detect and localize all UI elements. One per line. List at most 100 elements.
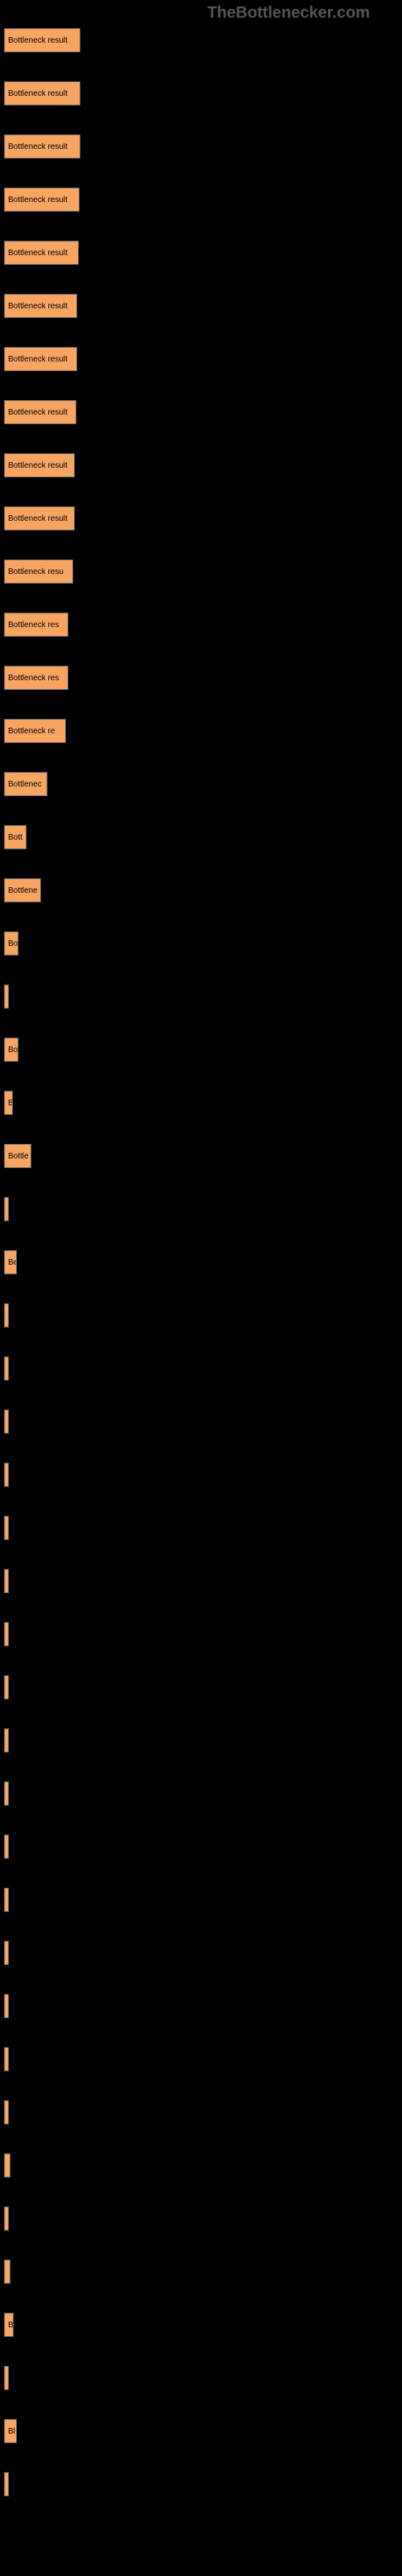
bar-row: Bo — [4, 1038, 402, 1062]
bar — [4, 1197, 9, 1221]
bar-row — [4, 1888, 402, 1912]
bar-label: B — [8, 1099, 13, 1108]
bar: Be — [4, 1250, 17, 1274]
bar-row: Bottleneck re — [4, 719, 402, 743]
bar-label: Bottleneck res — [8, 621, 59, 630]
bar — [4, 1675, 9, 1699]
bar: Bottleneck result — [4, 294, 77, 318]
bar — [4, 1728, 9, 1752]
bar — [4, 1569, 9, 1593]
bar-row: B — [4, 2313, 402, 2337]
bar: Bottleneck result — [4, 188, 80, 212]
bar-row: Bottleneck res — [4, 666, 402, 690]
bar-row — [4, 2472, 402, 2496]
bar: Bottleneck res — [4, 666, 68, 690]
bar-label: Bo — [8, 939, 18, 948]
bar-label: Bottle — [8, 1152, 29, 1161]
bar-row — [4, 1569, 402, 1593]
bar: Bottleneck result — [4, 400, 76, 424]
bar-row — [4, 2153, 402, 2178]
bar-row — [4, 1994, 402, 2018]
bar: Bo — [4, 1038, 18, 1062]
bar-row — [4, 1675, 402, 1699]
bar-row: B — [4, 1091, 402, 1115]
bar-row — [4, 1303, 402, 1327]
bar-row: Bottleneck result — [4, 506, 402, 530]
watermark: TheBottlenecker.com — [207, 4, 370, 23]
bar-row — [4, 1835, 402, 1859]
bar-row: Bottleneck result — [4, 28, 402, 52]
bar: Bl — [4, 2419, 17, 2443]
bar — [4, 985, 9, 1009]
bar-row — [4, 1463, 402, 1487]
bar-chart: Bottleneck result Bottleneck result Bottle… — [0, 0, 402, 2496]
bar — [4, 2207, 9, 2231]
bar-label: Bl — [8, 2427, 15, 2436]
bar-row: Be — [4, 1250, 402, 1274]
bar-row — [4, 2100, 402, 2124]
bar — [4, 1781, 9, 1806]
bar-row — [4, 2207, 402, 2231]
bar-row — [4, 1622, 402, 1646]
bar-row — [4, 1410, 402, 1434]
bar: Bottleneck res — [4, 613, 68, 637]
bar — [4, 1410, 9, 1434]
bar-label: Bottleneck result — [8, 196, 68, 204]
bar: Bottlenec — [4, 772, 47, 796]
bar — [4, 1941, 9, 1965]
bar: Bottleneck re — [4, 719, 66, 743]
bar-row — [4, 2260, 402, 2284]
bar-label: Bottleneck resu — [8, 568, 64, 576]
bar: Bottleneck result — [4, 506, 75, 530]
bar-label: Bo — [8, 1046, 18, 1055]
bar: B — [4, 1091, 13, 1115]
bar-row: Bottleneck resu — [4, 559, 402, 584]
bar-row: Bo — [4, 931, 402, 956]
bar: Bott — [4, 825, 27, 849]
bar-label: Bottlenec — [8, 780, 42, 789]
bar: Bottle — [4, 1144, 31, 1168]
bar-row: Bottleneck result — [4, 188, 402, 212]
bar-label: Bottleneck re — [8, 727, 55, 736]
bar-row: Bott — [4, 825, 402, 849]
bar-row: Bottlene — [4, 878, 402, 902]
bar-row — [4, 1516, 402, 1540]
bar-label: Bottlene — [8, 886, 38, 895]
bar — [4, 2366, 9, 2390]
bar-label: Bottleneck result — [8, 302, 68, 311]
bar — [4, 1994, 9, 2018]
bar-row: Bottleneck result — [4, 453, 402, 477]
bar-row: Bottle — [4, 1144, 402, 1168]
bar-row: Bottleneck result — [4, 81, 402, 105]
bar-row — [4, 2047, 402, 2071]
bar-label: Bottleneck res — [8, 674, 59, 683]
bar-label: Be — [8, 1258, 17, 1267]
bar-row: Bottleneck result — [4, 134, 402, 159]
bar-row: Bottlenec — [4, 772, 402, 796]
bar-row: Bottleneck result — [4, 347, 402, 371]
bar-row — [4, 1941, 402, 1965]
bar — [4, 2153, 10, 2178]
bar: Bottleneck result — [4, 81, 80, 105]
bar: Bottlene — [4, 878, 41, 902]
bar-row — [4, 1356, 402, 1381]
bar: Bottleneck result — [4, 28, 80, 52]
bar-label: Bottleneck result — [8, 514, 68, 523]
bar: Bottleneck resu — [4, 559, 73, 584]
bar — [4, 1303, 9, 1327]
bar-row: Bottleneck result — [4, 241, 402, 265]
bar-label: Bottleneck result — [8, 89, 68, 98]
bar-label: Bottleneck result — [8, 355, 68, 364]
bar — [4, 1516, 9, 1540]
bar-label: Bott — [8, 833, 23, 842]
bar-label: Bottleneck result — [8, 461, 68, 470]
bar — [4, 2260, 10, 2284]
bar — [4, 1463, 9, 1487]
bar-row — [4, 985, 402, 1009]
bar: B — [4, 2313, 14, 2337]
bar — [4, 1622, 9, 1646]
bar-row — [4, 1197, 402, 1221]
bar-row: Bottleneck result — [4, 400, 402, 424]
bar — [4, 1835, 9, 1859]
bar-row: Bl — [4, 2419, 402, 2443]
